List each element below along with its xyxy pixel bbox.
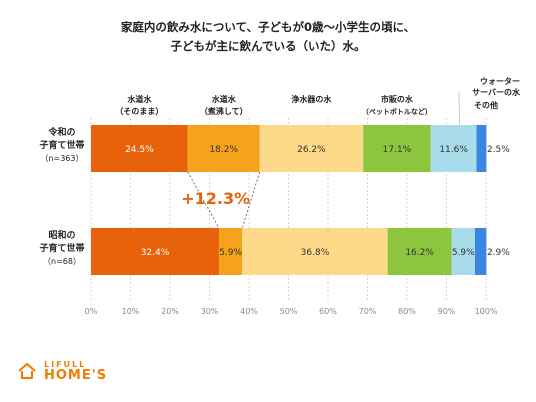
series-header: その他 bbox=[474, 100, 498, 110]
bar-segment bbox=[363, 125, 431, 172]
category-label: 令和の bbox=[47, 126, 75, 138]
x-tick-label: 90% bbox=[438, 307, 456, 316]
bar-segment bbox=[91, 228, 219, 275]
connector-line bbox=[187, 171, 220, 229]
series-header: （煮沸して） bbox=[200, 106, 248, 116]
series-header: ウォーター bbox=[480, 76, 520, 86]
data-label: 2.9% bbox=[487, 248, 510, 258]
x-tick-label: 20% bbox=[161, 307, 179, 316]
x-tick-label: 10% bbox=[122, 307, 140, 316]
series-header: （そのまま） bbox=[115, 106, 163, 116]
category-label: 子育て世帯 bbox=[39, 139, 84, 151]
series-header: 水道水 bbox=[126, 94, 152, 104]
data-label: 16.2% bbox=[405, 248, 434, 258]
connector-line bbox=[241, 171, 261, 229]
x-tick-label: 50% bbox=[280, 307, 298, 316]
data-label: 26.2% bbox=[297, 145, 326, 155]
data-label: 24.5% bbox=[125, 145, 154, 155]
bar-segment bbox=[430, 125, 477, 172]
chart-title: 家庭内の飲み水について、子どもが0歳〜小学生の頃に、 子どもが主に飲んでいる（い… bbox=[0, 18, 536, 56]
data-label: 17.1% bbox=[383, 145, 412, 155]
x-tick-label: 70% bbox=[359, 307, 377, 316]
series-header: 市販の水 bbox=[381, 94, 414, 104]
x-tick-label: 0% bbox=[85, 307, 98, 316]
category-label: （n=363） bbox=[40, 154, 83, 163]
title-line-1: 家庭内の飲み水について、子どもが0歳〜小学生の頃に、 bbox=[120, 20, 416, 34]
annotation-label: +12.3% bbox=[181, 189, 250, 208]
x-tick-label: 100% bbox=[475, 307, 498, 316]
x-tick-label: 40% bbox=[240, 307, 258, 316]
bar-segment bbox=[218, 228, 243, 275]
bar-segment bbox=[91, 125, 188, 172]
leader-line bbox=[458, 92, 461, 125]
data-label: 18.2% bbox=[209, 145, 238, 155]
category-label: （n=68） bbox=[43, 257, 81, 266]
category-label: 昭和の bbox=[48, 229, 75, 241]
data-label: 2.5% bbox=[487, 145, 510, 155]
x-tick-label: 30% bbox=[201, 307, 219, 316]
bar-segment bbox=[259, 125, 364, 172]
series-header: （ペットボトルなど） bbox=[362, 107, 432, 116]
series-header: 浄水器の水 bbox=[291, 94, 332, 104]
bar-segment bbox=[242, 228, 388, 275]
series-header: サーバーの水 bbox=[472, 87, 521, 97]
bar-segment bbox=[474, 228, 487, 275]
logo-text-top: LIFULL bbox=[44, 360, 87, 369]
data-label: 11.6% bbox=[439, 145, 468, 155]
data-label: 36.8% bbox=[301, 248, 330, 258]
x-tick-label: 60% bbox=[319, 307, 337, 316]
category-label: 子育て世帯 bbox=[39, 242, 84, 254]
logo-text-main: HOME'S bbox=[44, 368, 108, 383]
data-label: 32.4% bbox=[141, 248, 170, 258]
bar-segment bbox=[187, 125, 260, 172]
bar-segment bbox=[476, 125, 487, 172]
house-logo-icon bbox=[18, 362, 36, 379]
x-tick-label: 80% bbox=[398, 307, 416, 316]
series-header: 水道水 bbox=[211, 94, 237, 104]
bar-segment bbox=[387, 228, 452, 275]
bar-segment bbox=[451, 228, 475, 275]
data-label: 5.9% bbox=[452, 248, 475, 258]
data-label: 5.9% bbox=[219, 248, 242, 258]
title-line-2: 子どもが主に飲んでいる（いた）水。 bbox=[170, 39, 366, 53]
